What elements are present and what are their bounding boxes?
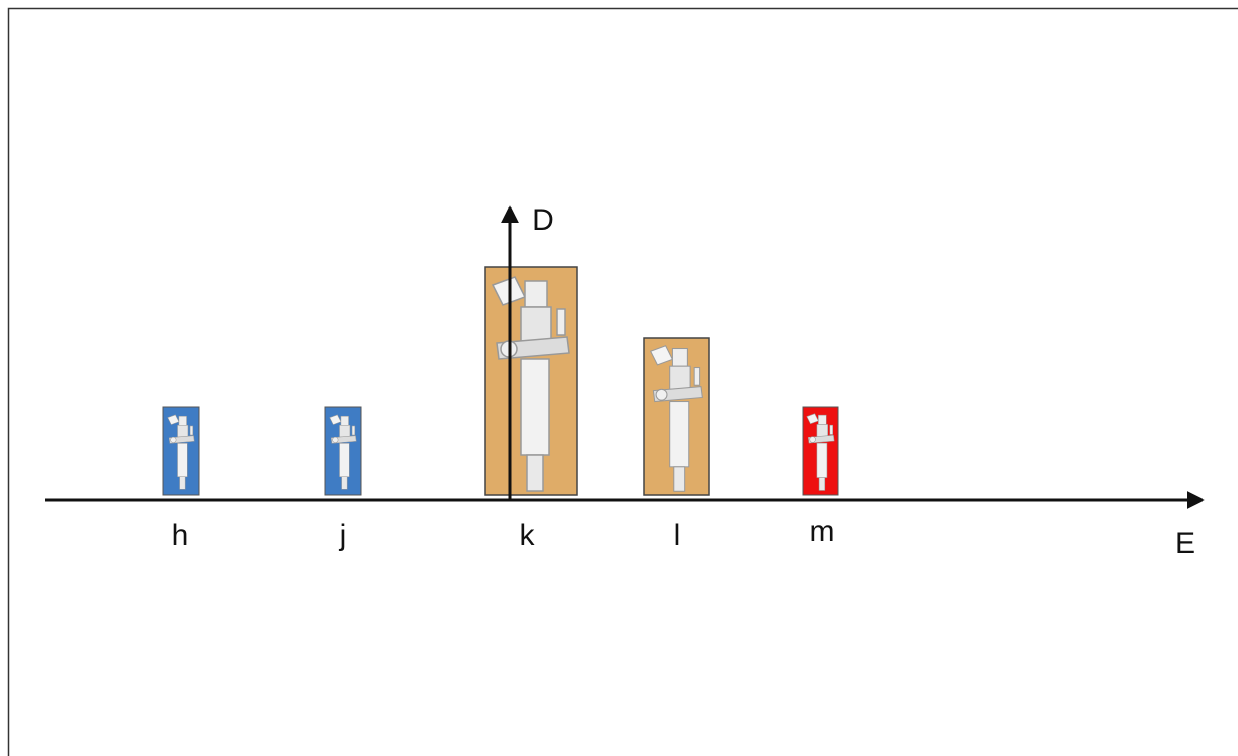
node: h [163,407,199,552]
node: l [644,338,709,552]
node: k [485,267,577,552]
node-label: l [674,519,681,552]
x-axis-label: E [1175,527,1195,560]
node: j [325,407,361,552]
node-label: h [172,519,189,552]
node: m [803,407,838,548]
diagram: h j k l m D E [0,0,1238,756]
y-axis-label: D [532,204,554,237]
frame [9,9,1238,756]
node-label: k [520,519,536,552]
node-label: j [339,519,347,552]
node-label: m [810,515,835,548]
